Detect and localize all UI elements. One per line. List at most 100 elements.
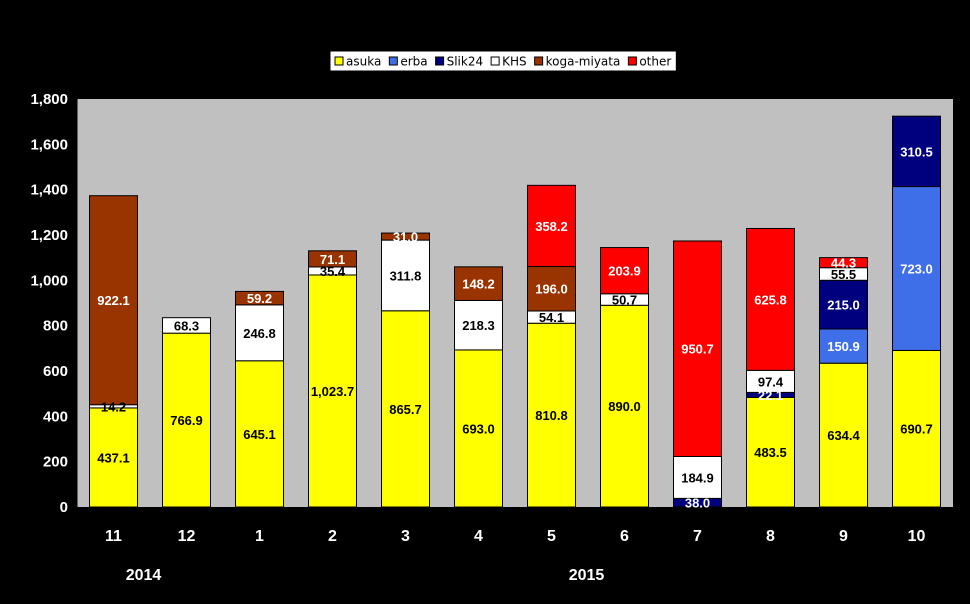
data-label: 59.2 <box>247 291 272 306</box>
bar-segment-other <box>600 247 649 295</box>
data-label: 150.9 <box>827 339 860 354</box>
data-label: 38.0 <box>685 496 710 511</box>
data-label: 483.5 <box>754 445 787 460</box>
y-tick-label: 1,800 <box>30 91 68 108</box>
legend-entry: other <box>639 55 671 69</box>
data-label: 218.3 <box>462 318 495 333</box>
data-label: 625.8 <box>754 292 787 307</box>
legend-entry: erba <box>400 55 427 69</box>
y-tick-label: 1,200 <box>30 227 68 244</box>
year-label: 2014 <box>126 567 162 584</box>
legend-entry: KHS <box>502 55 527 69</box>
data-label: 358.2 <box>535 219 568 234</box>
bar-segment-asuka <box>162 332 211 508</box>
data-label: 55.5 <box>831 267 856 282</box>
bar-segment-other <box>746 227 795 371</box>
data-label: 35.4 <box>320 264 346 279</box>
bar-segment-Slik24 <box>819 279 868 330</box>
data-label: 1,023.7 <box>311 384 354 399</box>
data-label: 196.0 <box>535 282 568 297</box>
bar-segment-Slik24 <box>892 115 941 188</box>
bar-segment-koga-miyata <box>235 290 284 306</box>
year-labels: 2014 2015 <box>126 567 605 584</box>
bar-segment-asuka <box>892 349 941 508</box>
legend-swatch <box>435 56 445 66</box>
y-tick-label: 1,400 <box>30 182 68 199</box>
year-label: 2015 <box>569 567 605 584</box>
y-axis-ticks: 0 200 400 600 800 1,000 1,200 1,400 1,600 1,800 <box>30 91 77 516</box>
data-label: 690.7 <box>900 422 933 437</box>
bar-segment-koga-miyata <box>308 250 357 268</box>
legend-box <box>329 50 677 72</box>
bar-segment-KHS <box>673 455 722 499</box>
data-label: 437.1 <box>97 450 130 465</box>
bar-segment-koga-miyata <box>527 266 576 312</box>
x-tick-label: 2 <box>328 528 337 545</box>
legend-swatch <box>490 56 500 66</box>
x-tick-label: 8 <box>766 528 775 545</box>
data-label: 246.8 <box>243 326 276 341</box>
bar-segment-other <box>819 257 868 269</box>
bar-segment-asuka <box>600 304 649 508</box>
legend-entry: asuka <box>346 55 381 69</box>
data-label: 693.0 <box>462 421 495 436</box>
data-label: 71.1 <box>320 252 345 267</box>
data-label: 723.0 <box>900 262 933 277</box>
y-tick-label: 800 <box>43 318 68 335</box>
data-label: 865.7 <box>389 402 422 417</box>
y-tick-label: 1,000 <box>30 272 68 289</box>
legend-entry: koga-miyata <box>546 55 621 69</box>
data-label: 310.5 <box>900 144 933 159</box>
data-label: 184.9 <box>681 470 714 485</box>
x-tick-label: 4 <box>474 528 483 545</box>
legend-swatch <box>334 56 344 66</box>
data-label: 766.9 <box>170 413 203 428</box>
y-tick-label: 0 <box>60 499 68 516</box>
bar-segment-other <box>673 240 722 457</box>
data-label: 148.2 <box>462 277 495 292</box>
bar-segment-koga-miyata <box>89 195 138 406</box>
data-label: 68.3 <box>174 318 199 333</box>
x-tick-label: 10 <box>908 528 926 545</box>
bar-segment-KHS <box>162 317 211 334</box>
y-tick-label: 600 <box>43 363 68 380</box>
data-label: 44.3 <box>831 256 856 271</box>
data-label: 922.1 <box>97 293 130 308</box>
y-tick-label: 400 <box>43 408 68 425</box>
x-tick-label: 1 <box>255 528 264 545</box>
bar-segment-koga-miyata <box>454 266 503 301</box>
legend-swatch <box>388 56 398 66</box>
bar-segment-asuka <box>527 322 576 508</box>
legend-swatch <box>627 56 637 66</box>
data-label: 645.1 <box>243 427 276 442</box>
bar-segment-erba <box>819 328 868 364</box>
bar-segment-koga-miyata <box>381 232 430 241</box>
bar-segment-asuka <box>819 362 868 508</box>
x-tick-label: 3 <box>401 528 410 545</box>
y-tick-label: 200 <box>43 454 68 471</box>
bar-segment-asuka <box>308 274 357 508</box>
bar-segment-other <box>527 184 576 268</box>
x-tick-label: 9 <box>839 528 848 545</box>
legend-swatch <box>534 56 544 66</box>
bar-segment-asuka <box>454 349 503 508</box>
bar-segment-asuka <box>746 396 795 508</box>
data-label: 215.0 <box>827 298 860 313</box>
data-label: 31.0 <box>393 230 418 245</box>
data-label: 950.7 <box>681 342 714 357</box>
bar-segment-asuka <box>381 310 430 508</box>
bar-segment-KHS <box>454 299 503 351</box>
y-tick-label: 1,600 <box>30 136 68 153</box>
x-axis-ticks: 11 12 1 2 3 4 5 6 7 8 9 10 <box>105 528 925 545</box>
data-label: 54.1 <box>539 310 564 325</box>
x-tick-label: 7 <box>693 528 702 545</box>
data-label: 14.2 <box>101 399 126 414</box>
legend-entry: Slik24 <box>447 55 484 69</box>
data-labels-layer: 437.1 14.2 922.1 766.9 68.3 645.1 246.8 59.2 1,0… <box>97 144 933 510</box>
legend: asuka erba Slik24 KHS koga-miyata other <box>329 50 677 72</box>
data-label: 810.8 <box>535 408 568 423</box>
bar-segment-erba <box>892 186 941 351</box>
bar-segment-asuka <box>89 407 138 508</box>
bar-segment-KHS <box>381 239 430 312</box>
data-label: 890.0 <box>608 399 641 414</box>
